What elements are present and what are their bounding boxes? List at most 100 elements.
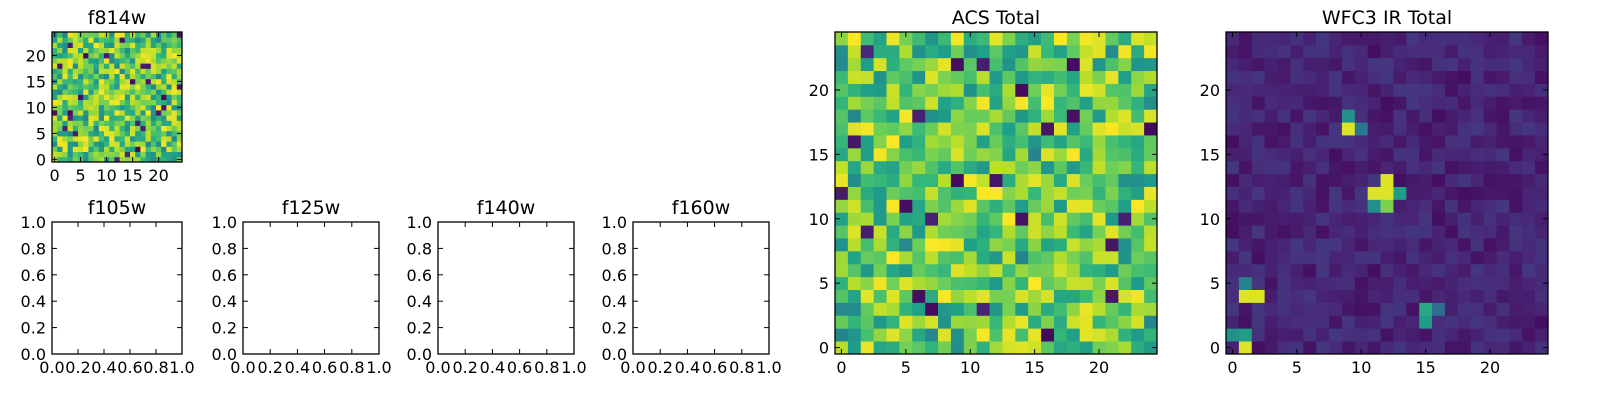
heatmap-cell	[83, 136, 89, 142]
heatmap-cell	[1238, 341, 1253, 355]
heatmap-cell	[938, 96, 952, 110]
heatmap-cell	[1144, 96, 1158, 110]
heatmap-cell	[1329, 212, 1343, 226]
heatmap-cell	[1238, 328, 1253, 342]
heatmap-cell	[156, 89, 162, 95]
heatmap-cell	[1002, 57, 1016, 72]
heatmap-cell	[57, 78, 63, 85]
heatmap-cell	[1002, 263, 1016, 278]
axes-frame	[51, 31, 183, 163]
heatmap-cell	[130, 146, 136, 152]
heatmap-cell	[83, 130, 89, 137]
heatmap-cell	[1226, 225, 1240, 239]
heatmap-cell	[1264, 70, 1278, 84]
heatmap-cell	[899, 212, 913, 226]
heatmap-cell	[1092, 70, 1106, 84]
heatmap-cell	[166, 151, 172, 158]
heatmap-cell	[1367, 289, 1381, 303]
heatmap-cell	[1522, 135, 1536, 149]
heatmap-cell	[1470, 315, 1484, 329]
heatmap-cell	[176, 68, 183, 74]
heatmap-cell	[109, 32, 115, 38]
heatmap-cell	[925, 135, 939, 149]
heatmap-cell	[1028, 199, 1042, 213]
heatmap-cell	[1092, 199, 1106, 213]
heatmap-cell	[860, 250, 875, 265]
heatmap-cell	[140, 89, 146, 95]
heatmap-cell	[93, 130, 100, 137]
heatmap-cell	[1092, 173, 1106, 187]
heatmap-cell	[1444, 250, 1459, 265]
heatmap-cell	[873, 341, 887, 355]
heatmap-cell	[1041, 212, 1055, 226]
heatmap-cell	[950, 341, 965, 355]
heatmap-cell	[886, 147, 900, 162]
heatmap-cell	[1053, 263, 1068, 278]
heatmap-cell	[124, 110, 131, 116]
heatmap-cell	[124, 151, 131, 158]
heatmap-cell	[1028, 70, 1042, 84]
y-tick-label: 0.2	[21, 319, 46, 338]
heatmap-cell	[1535, 173, 1549, 187]
heatmap-cell	[57, 115, 63, 121]
heatmap-cell	[72, 73, 79, 80]
heatmap-cell	[88, 99, 94, 106]
heatmap-cell	[1277, 263, 1291, 278]
heatmap-cell	[835, 122, 849, 136]
heatmap-cell	[1118, 173, 1132, 187]
heatmap-cell	[1316, 109, 1330, 123]
heatmap-cell	[67, 58, 74, 64]
heatmap-cell	[88, 47, 94, 54]
heatmap-cell	[860, 57, 875, 72]
heatmap-cell	[989, 96, 1003, 110]
heatmap-cell	[976, 212, 990, 226]
heatmap-cell	[1079, 44, 1093, 59]
heatmap-cell	[1066, 32, 1081, 46]
heatmap-cell	[1144, 341, 1158, 355]
heatmap-cell	[938, 186, 952, 200]
heatmap-cell	[52, 110, 58, 116]
heatmap-cell	[1238, 315, 1253, 329]
heatmap-cell	[1251, 212, 1266, 226]
y-tick-label: 0.0	[407, 345, 432, 364]
heatmap-cell	[1092, 341, 1106, 355]
heatmap-cell	[1251, 83, 1266, 97]
heatmap-cell	[1432, 96, 1446, 110]
heatmap-cell	[1303, 212, 1317, 226]
heatmap-cell	[140, 136, 146, 142]
heatmap-cell	[114, 120, 120, 126]
heatmap-cell	[1522, 225, 1536, 239]
heatmap-cell	[135, 89, 141, 95]
heatmap-cell	[166, 115, 172, 121]
heatmap-cell	[835, 328, 849, 342]
heatmap-cell	[62, 110, 68, 116]
heatmap-cell	[1470, 199, 1484, 213]
heatmap-cell	[171, 136, 178, 142]
heatmap-cell	[57, 32, 63, 38]
heatmap-cell	[93, 32, 100, 38]
heatmap-cell	[119, 84, 126, 90]
y-tick-label: 0.4	[602, 292, 627, 311]
heatmap-cell	[1535, 315, 1549, 329]
heatmap-cell	[1251, 57, 1266, 72]
axes-frame	[632, 221, 770, 355]
heatmap-cell	[1238, 32, 1253, 46]
heatmap-cell	[938, 135, 952, 149]
heatmap-cell	[886, 289, 900, 303]
heatmap-cell	[950, 173, 965, 187]
heatmap-cell	[1118, 135, 1132, 149]
heatmap-cell	[83, 125, 89, 132]
heatmap-cell	[72, 32, 79, 38]
heatmap-cell	[1419, 160, 1433, 175]
heatmap-cell	[976, 147, 990, 162]
heatmap-cell	[1483, 32, 1497, 46]
heatmap-cell	[156, 125, 162, 132]
heatmap-cell	[1432, 328, 1446, 342]
heatmap-cell	[1432, 263, 1446, 278]
heatmap-cell	[1509, 250, 1523, 265]
heatmap-cell	[1406, 135, 1420, 149]
heatmap-cell	[1118, 302, 1132, 316]
heatmap-cell	[1277, 147, 1291, 162]
heatmap-cell	[950, 328, 965, 342]
y-tick-label: 0	[36, 150, 46, 169]
